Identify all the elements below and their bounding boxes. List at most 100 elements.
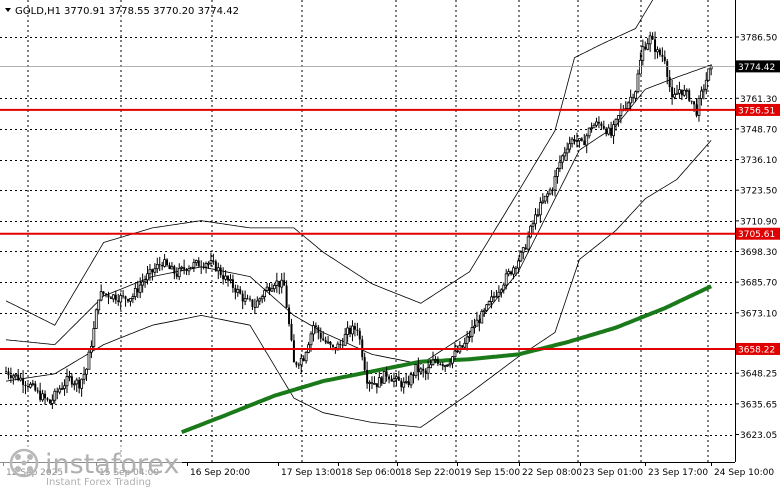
candle [612, 120, 615, 145]
candle [414, 364, 418, 379]
candle [568, 136, 572, 153]
candle [68, 370, 71, 382]
candle [358, 327, 361, 345]
candle [297, 362, 300, 369]
price-tick-label: 3673.10 [740, 309, 777, 319]
price-tick-label: 3710.90 [740, 217, 777, 227]
candle [136, 280, 139, 299]
candle [658, 47, 661, 57]
candle [99, 284, 103, 302]
candle [424, 368, 427, 381]
candle [197, 257, 200, 267]
candle [510, 270, 513, 276]
candle [639, 52, 642, 75]
bollinger-lower-band [5, 140, 712, 428]
candle [560, 154, 564, 170]
candle [404, 373, 408, 385]
candle [343, 328, 347, 346]
candle [251, 299, 254, 311]
candle [326, 336, 330, 344]
candle [268, 282, 271, 296]
candle [151, 268, 154, 281]
candle [219, 264, 222, 278]
candle [671, 79, 674, 105]
watermark-tagline: Instant Forex Trading [46, 477, 151, 488]
candle [41, 389, 44, 402]
candle [22, 370, 25, 394]
candle [141, 273, 145, 293]
time-tick-label: 23 Sep 01:00 [583, 468, 643, 478]
candle [168, 262, 171, 270]
candle [377, 371, 381, 388]
candle [673, 87, 676, 100]
candle [473, 318, 476, 334]
candle [463, 337, 467, 349]
candle [602, 120, 605, 130]
price-tick-label: 3648.25 [740, 370, 777, 380]
candle [31, 379, 35, 387]
candle [36, 387, 39, 394]
candle [92, 321, 96, 349]
candle [105, 293, 108, 298]
time-tick-label: 17 Sep 13:00 [281, 468, 341, 478]
candle [26, 382, 29, 392]
candle [541, 193, 545, 205]
candle [429, 359, 432, 369]
candle [24, 381, 27, 395]
last-price-label: 3774.42 [738, 63, 775, 73]
candle [478, 314, 481, 332]
candle [417, 357, 420, 381]
candle [319, 327, 322, 343]
collapse-triangle-icon[interactable] [5, 8, 11, 12]
candle [263, 288, 267, 302]
candle [224, 270, 228, 282]
candle [202, 262, 205, 270]
candle [531, 220, 535, 234]
candle [129, 298, 132, 307]
candle [439, 362, 442, 366]
candle [536, 208, 540, 218]
candle [668, 69, 671, 92]
candle [212, 253, 215, 265]
candle [385, 366, 388, 382]
instaforex-watermark: instaforex Instant Forex Trading [0, 444, 182, 489]
candle [65, 368, 69, 394]
candle [704, 72, 708, 95]
candle [390, 375, 393, 382]
candle [707, 68, 711, 81]
level-price-tag [736, 227, 780, 240]
candle [565, 142, 569, 161]
candle [183, 259, 186, 275]
candle [180, 265, 184, 272]
candle [170, 262, 174, 270]
candle [290, 318, 293, 342]
candle [570, 137, 574, 148]
candle [265, 282, 269, 292]
candle [575, 132, 579, 148]
candle [114, 290, 117, 304]
candle [46, 397, 49, 402]
candle [283, 272, 286, 286]
candle [436, 356, 439, 366]
time-tick-label: 19 Sep 15:00 [460, 468, 520, 478]
candle [556, 167, 559, 184]
candle [190, 266, 193, 270]
candle [448, 358, 452, 368]
candle [688, 88, 691, 103]
candle [678, 81, 681, 99]
candle [587, 127, 591, 139]
candle [495, 290, 498, 298]
candle [632, 93, 635, 103]
candle [419, 367, 423, 375]
moving-average-line [180, 284, 713, 435]
candle [317, 325, 320, 340]
price-tick-label: 3685.70 [740, 279, 777, 289]
candle [680, 89, 683, 101]
candle [373, 376, 376, 385]
time-tick-label: 18 Sep 22:00 [400, 468, 460, 478]
candle [285, 280, 288, 309]
candle [109, 296, 112, 299]
candle [412, 371, 415, 384]
candle [524, 244, 527, 251]
candle [14, 374, 18, 381]
